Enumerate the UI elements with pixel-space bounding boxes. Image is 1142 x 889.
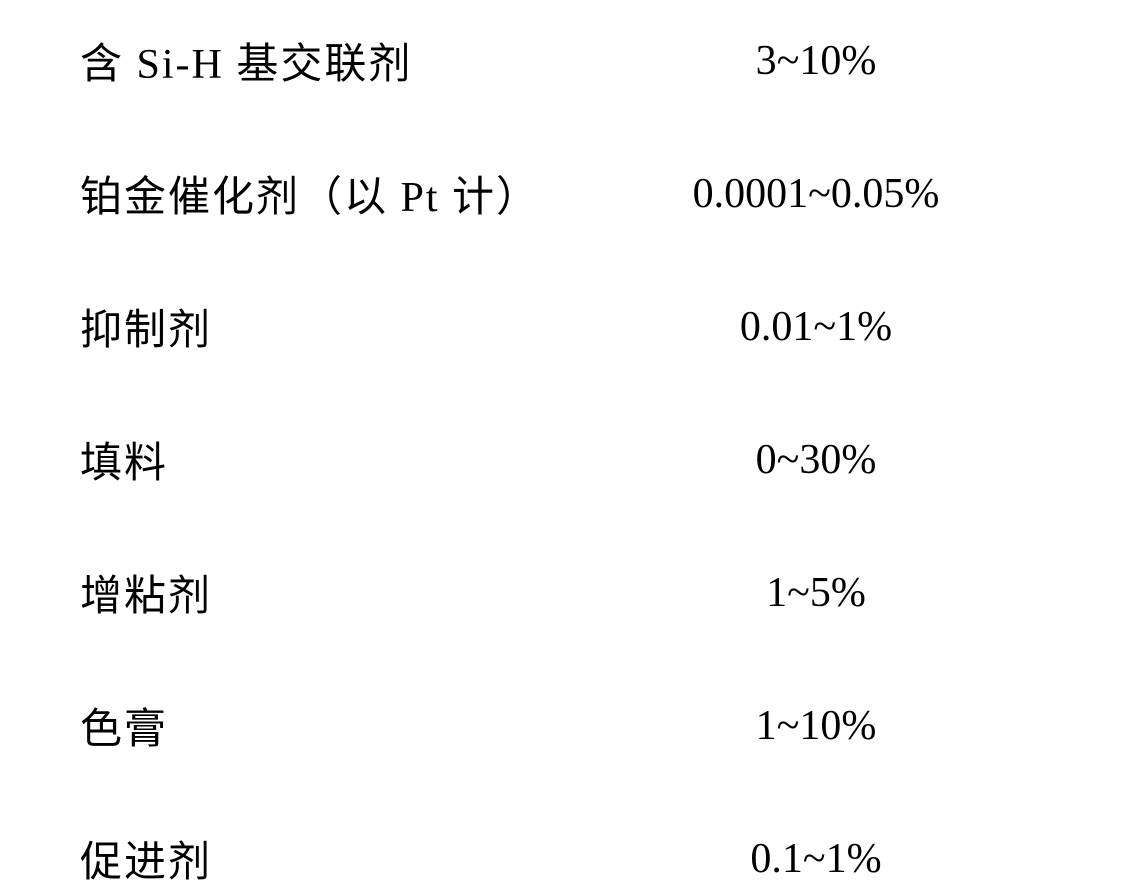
table-row: 色膏 1~10% [80, 695, 1062, 756]
component-value: 0.01~1% [570, 303, 1062, 351]
table-row: 填料 0~30% [80, 429, 1062, 490]
component-label: 增粘剂 [80, 562, 570, 623]
component-label: 抑制剂 [80, 296, 570, 357]
component-value: 1~5% [570, 569, 1062, 617]
component-value: 1~10% [570, 702, 1062, 750]
composition-table: 含 Si-H 基交联剂 3~10% 铂金催化剂（以 Pt 计） 0.0001~0… [80, 30, 1062, 889]
table-row: 抑制剂 0.01~1% [80, 296, 1062, 357]
component-label: 填料 [80, 429, 570, 490]
component-label: 色膏 [80, 695, 570, 756]
table-row: 铂金催化剂（以 Pt 计） 0.0001~0.05% [80, 163, 1062, 224]
component-value: 0~30% [570, 436, 1062, 484]
component-label: 含 Si-H 基交联剂 [80, 30, 570, 91]
table-row: 含 Si-H 基交联剂 3~10% [80, 30, 1062, 91]
component-label: 铂金催化剂（以 Pt 计） [80, 163, 570, 224]
component-value: 3~10% [570, 37, 1062, 85]
table-row: 增粘剂 1~5% [80, 562, 1062, 623]
component-value: 0.0001~0.05% [570, 170, 1062, 218]
